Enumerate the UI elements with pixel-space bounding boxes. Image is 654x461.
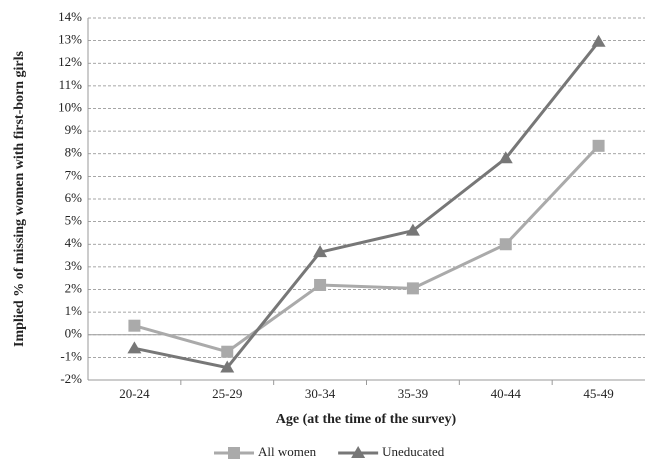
y-tick-label: 0% xyxy=(65,326,83,341)
y-tick-label: 9% xyxy=(65,122,83,137)
series-line xyxy=(134,40,600,370)
data-point xyxy=(591,34,606,47)
y-tick-label: 5% xyxy=(65,213,83,228)
y-axis-title: Implied % of missing women with first-bo… xyxy=(12,50,27,347)
y-tick-label: -2% xyxy=(60,371,82,386)
x-tick-label: 40-44 xyxy=(491,386,522,401)
y-tick-label: 6% xyxy=(65,190,83,205)
data-point xyxy=(221,345,234,358)
x-tick-label: 30-34 xyxy=(305,386,336,401)
x-tick-label: 25-29 xyxy=(212,386,242,401)
x-axis-title: Age (at the time of the survey) xyxy=(276,412,457,427)
data-point xyxy=(405,223,420,236)
data-point xyxy=(220,360,235,373)
data-point xyxy=(127,341,142,354)
y-tick-label: 14% xyxy=(58,9,82,24)
data-point xyxy=(499,238,512,251)
x-tick-label: 45-49 xyxy=(583,386,613,401)
data-point xyxy=(313,245,328,258)
x-tick-label: 20-24 xyxy=(119,386,150,401)
y-tick-label: 1% xyxy=(65,303,83,318)
legend-label: Uneducated xyxy=(382,444,445,459)
y-tick-label: 11% xyxy=(59,77,83,92)
data-point xyxy=(128,319,141,332)
data-point xyxy=(498,151,513,164)
y-tick-label: 10% xyxy=(58,99,82,114)
legend-marker xyxy=(351,446,366,458)
y-tick-label: 13% xyxy=(58,32,82,47)
x-tick-label: 35-39 xyxy=(398,386,428,401)
y-tick-label: 8% xyxy=(65,145,83,160)
legend-marker xyxy=(228,447,240,459)
y-tick-label: 12% xyxy=(58,54,82,69)
data-point xyxy=(314,278,327,291)
y-tick-label: -1% xyxy=(60,348,82,363)
y-tick-label: 3% xyxy=(65,258,83,273)
y-tick-label: 2% xyxy=(65,280,83,295)
series-line xyxy=(134,144,600,354)
data-point xyxy=(406,282,419,295)
y-tick-label: 7% xyxy=(65,167,83,182)
legend-label: All women xyxy=(258,444,317,459)
data-point xyxy=(592,139,605,152)
y-tick-label: 4% xyxy=(65,235,83,250)
